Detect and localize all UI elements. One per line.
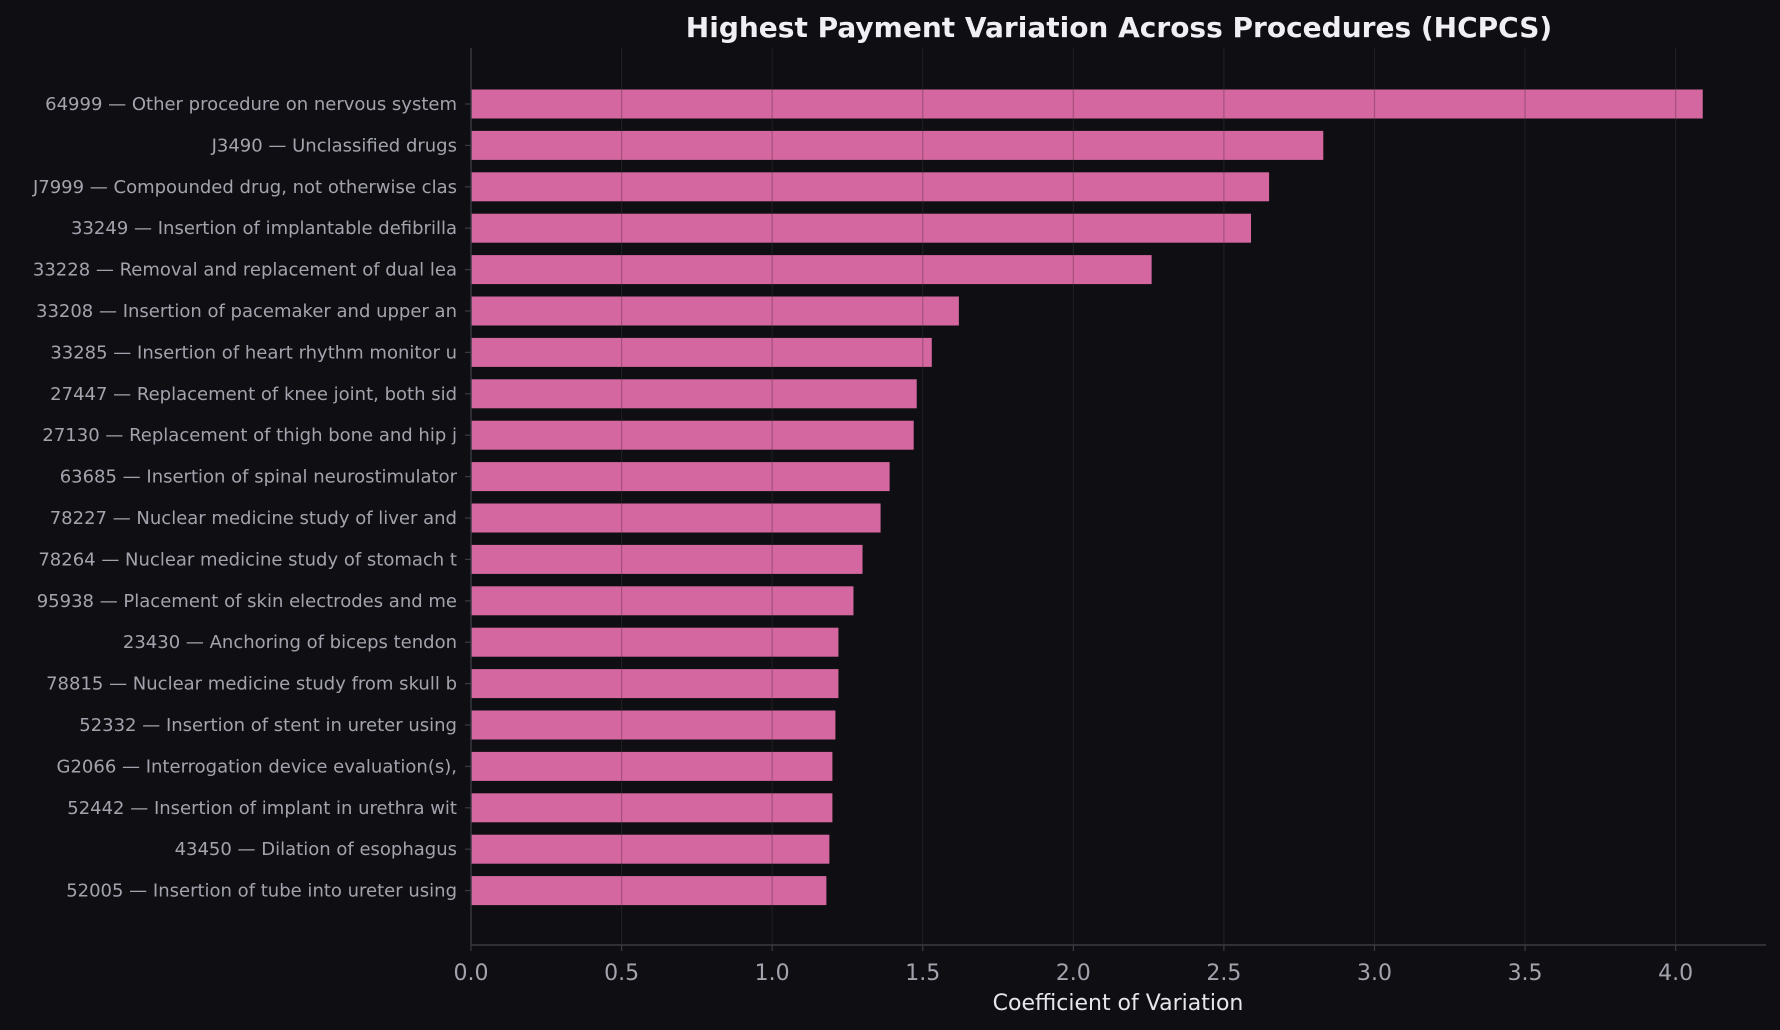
y-tick-label: 27447 — Replacement of knee joint, both … — [50, 384, 457, 405]
bar — [471, 503, 881, 533]
y-tick-label: 33249 — Insertion of implantable defibri… — [71, 218, 457, 239]
bar — [471, 627, 839, 657]
bar — [471, 751, 833, 781]
chart-title: Highest Payment Variation Across Procedu… — [686, 11, 1552, 44]
y-tick-label: J7999 — Compounded drug, not otherwise c… — [32, 177, 457, 198]
y-tick-label: 43450 — Dilation of esophagus — [175, 839, 457, 860]
bar — [471, 89, 1703, 119]
y-tick-label: 78227 — Nuclear medicine study of liver … — [50, 508, 457, 529]
x-tick-label: 0.5 — [604, 961, 639, 986]
bar — [471, 876, 827, 906]
bar — [471, 793, 833, 823]
bar — [471, 710, 836, 740]
bar — [471, 337, 932, 367]
y-tick-label: 33285 — Insertion of heart rhythm monito… — [50, 342, 457, 363]
y-tick-label: 27130 — Replacement of thigh bone and hi… — [42, 425, 457, 446]
y-tick-label: 78815 — Nuclear medicine study from skul… — [46, 674, 457, 695]
x-tick-label: 0.0 — [454, 961, 489, 986]
y-tick-label: 52332 — Insertion of stent in ureter usi… — [79, 715, 457, 736]
bar — [471, 420, 914, 450]
x-axis-label: Coefficient of Variation — [993, 991, 1244, 1016]
y-tick-labels: 64999 — Other procedure on nervous syste… — [32, 94, 458, 902]
bar — [471, 172, 1270, 202]
grid-lines-overlay — [620, 48, 1677, 945]
x-tick-label: 1.0 — [755, 961, 790, 986]
y-tick-label: 95938 — Placement of skin electrodes and… — [37, 591, 457, 612]
bar — [471, 296, 959, 326]
bar — [471, 669, 839, 699]
bar — [471, 213, 1252, 243]
bars — [471, 89, 1703, 906]
y-tick-label: 33228 — Removal and replacement of dual … — [33, 260, 457, 281]
y-tick-label: 78264 — Nuclear medicine study of stomac… — [38, 549, 457, 570]
y-tick-label: 33208 — Insertion of pacemaker and upper… — [36, 301, 457, 322]
x-tick-label: 2.0 — [1056, 961, 1091, 986]
y-tick-label: 63685 — Insertion of spinal neurostimula… — [60, 467, 458, 488]
x-tick-label: 2.5 — [1206, 961, 1241, 986]
x-tick-label: 4.0 — [1658, 961, 1693, 986]
y-tick-label: 23430 — Anchoring of biceps tendon — [123, 632, 457, 653]
bar — [471, 462, 890, 492]
bar — [471, 130, 1324, 160]
bar — [471, 834, 830, 864]
y-tick-label: 64999 — Other procedure on nervous syste… — [45, 94, 457, 115]
y-tick-label: 52005 — Insertion of tube into ureter us… — [66, 881, 457, 902]
bar — [471, 586, 854, 616]
axes — [465, 48, 1766, 951]
x-tick-label: 3.5 — [1508, 961, 1543, 986]
x-tick-label: 1.5 — [905, 961, 940, 986]
y-tick-label: J3490 — Unclassified drugs — [211, 135, 457, 156]
x-tick-labels: 0.0 0.5 1.0 1.5 2.0 2.5 3.0 3.5 4.0 — [454, 961, 1694, 986]
bar — [471, 544, 863, 574]
bar — [471, 379, 917, 409]
y-tick-label: G2066 — Interrogation device evaluation(… — [57, 756, 457, 777]
y-tick-label: 52442 — Insertion of implant in urethra … — [67, 798, 457, 819]
bar — [471, 255, 1152, 285]
x-tick-label: 3.0 — [1357, 961, 1392, 986]
